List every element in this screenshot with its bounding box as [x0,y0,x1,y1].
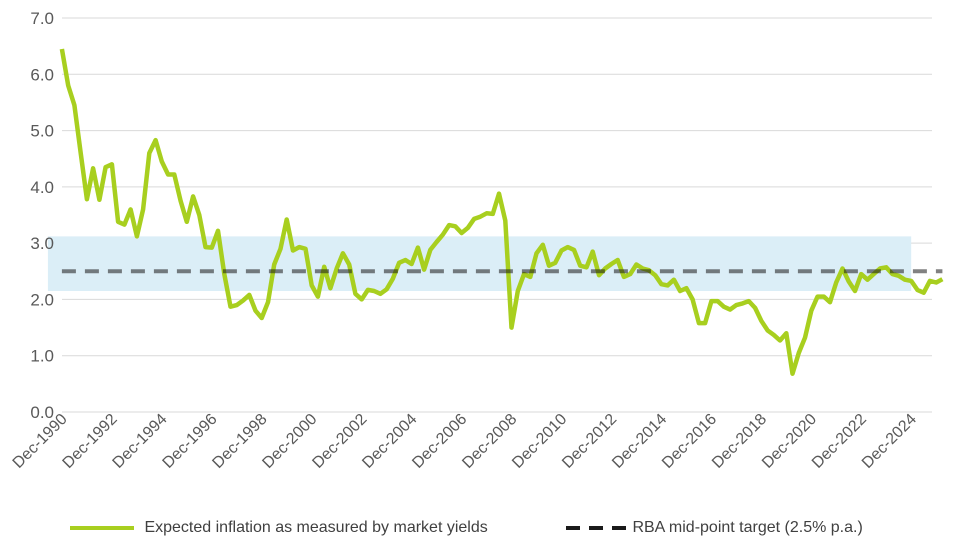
legend-label-expected-inflation: Expected inflation as measured by market… [144,519,488,536]
y-tick-label: 0.0 [30,403,54,422]
x-axis-ticks: Dec-1990Dec-1992Dec-1994Dec-1996Dec-1998… [10,411,920,472]
y-tick-label: 5.0 [30,122,54,141]
legend-target: RBA mid-point target (2.5% p.a.) [566,519,863,537]
gridlines [62,17,932,413]
y-tick-label: 2.0 [30,290,54,309]
legend-swatch-rba-target [566,526,628,530]
y-tick-label: 3.0 [30,234,54,253]
y-tick-label: 1.0 [30,347,54,366]
target-band-layer [47,236,912,291]
y-tick-label: 6.0 [30,65,54,84]
legend-label-rba-target: RBA mid-point target (2.5% p.a.) [632,519,863,536]
series-layer [59,48,944,376]
y-tick-label: 7.0 [30,9,54,28]
y-tick-label: 4.0 [30,178,54,197]
target-band [47,236,912,291]
y-axis-ticks: 0.0 1.0 2.0 3.0 4.0 5.0 6.0 7.0 [30,9,54,422]
legend-swatch-expected-inflation [70,526,134,530]
x-tick-label: Dec-2024 [859,411,920,472]
legend: Expected inflation as measured by market… [70,519,488,537]
series-line-expected-inflation [59,48,944,376]
